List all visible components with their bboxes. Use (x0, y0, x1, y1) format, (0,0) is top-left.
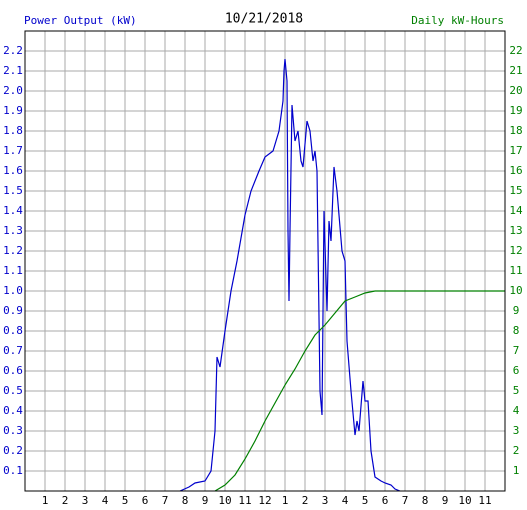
x-tick-label: 4 (342, 494, 349, 507)
y-tick-label: 0.6 (3, 364, 23, 377)
y-tick-label: 0.5 (3, 384, 23, 397)
x-tick-label: 9 (202, 494, 209, 507)
y-tick-label: 2.2 (3, 44, 23, 57)
y-tick-label: 0.2 (3, 444, 23, 457)
x-tick-label: 9 (442, 494, 449, 507)
y2-tick-label: 20 (509, 84, 522, 97)
y-tick-label: 0.8 (3, 324, 23, 337)
y2-tick-label: 12 (509, 244, 522, 257)
y-tick-label: 2.0 (3, 84, 23, 97)
y-tick-label: 1.4 (3, 204, 23, 217)
y2-tick-label: 19 (509, 104, 522, 117)
y-tick-label: 0.3 (3, 424, 23, 437)
y2-tick-label: 21 (509, 64, 522, 77)
y2-tick-label: 22 (509, 44, 522, 57)
chart-title: 10/21/2018 (225, 12, 303, 27)
x-tick-label: 1 (42, 494, 49, 507)
y-tick-label: 1.3 (3, 224, 23, 237)
series-line (179, 58, 401, 492)
y2-axis-label: Daily kW-Hours (411, 14, 504, 27)
plot (179, 58, 505, 492)
y2-tick-label: 8 (513, 324, 520, 337)
y2-tick-label: 9 (513, 304, 520, 317)
x-tick-label: 10 (458, 494, 471, 507)
y2-tick-label: 10 (509, 284, 522, 297)
x-tick-label: 5 (362, 494, 369, 507)
x-tick-label: 5 (122, 494, 129, 507)
x-tick-label: 2 (302, 494, 309, 507)
x-tick-label: 8 (422, 494, 429, 507)
y-axis-label: Power Output (kW) (24, 14, 137, 27)
x-tick-label: 8 (182, 494, 189, 507)
y2-tick-label: 15 (509, 184, 522, 197)
x-tick-label: 7 (162, 494, 169, 507)
x-tick-label: 11 (238, 494, 251, 507)
y-tick-label: 1.2 (3, 244, 23, 257)
x-tick-label: 7 (402, 494, 409, 507)
y2-tick-label: 7 (513, 344, 520, 357)
y2-tick-label: 16 (509, 164, 522, 177)
x-tick-label: 10 (218, 494, 231, 507)
y2-tick-label: 13 (509, 224, 522, 237)
series-line (214, 290, 505, 492)
x-tick-label: 1 (282, 494, 289, 507)
y2-tick-label: 3 (513, 424, 520, 437)
y-tick-label: 1.7 (3, 144, 23, 157)
y2-tick-label: 5 (513, 384, 520, 397)
x-tick-label: 11 (478, 494, 491, 507)
y-tick-label: 1.6 (3, 164, 23, 177)
y2-tick-label: 4 (513, 404, 520, 417)
y-tick-label: 1.0 (3, 284, 23, 297)
x-tick-label: 6 (142, 494, 149, 507)
x-tick-label: 2 (62, 494, 69, 507)
y2-tick-label: 18 (509, 124, 522, 137)
y-tick-label: 0.9 (3, 304, 23, 317)
y-tick-label: 0.1 (3, 464, 23, 477)
grid (25, 31, 505, 491)
x-tick-label: 3 (322, 494, 329, 507)
y-tick-label: 0.4 (3, 404, 23, 417)
y-tick-label: 1.1 (3, 264, 23, 277)
y-tick-label: 1.5 (3, 184, 23, 197)
y2-tick-label: 2 (513, 444, 520, 457)
y-tick-label: 2.1 (3, 64, 23, 77)
y-tick-label: 1.8 (3, 124, 23, 137)
y-tick-label: 1.9 (3, 104, 23, 117)
x-tick-label: 4 (102, 494, 109, 507)
x-tick-label: 6 (382, 494, 389, 507)
y2-tick-label: 17 (509, 144, 522, 157)
plot-border (24, 30, 506, 492)
x-tick-label: 3 (82, 494, 89, 507)
x-tick-label: 12 (258, 494, 271, 507)
y2-tick-label: 11 (509, 264, 522, 277)
y2-tick-label: 1 (513, 464, 520, 477)
y2-tick-label: 6 (513, 364, 520, 377)
y-tick-label: 0.7 (3, 344, 23, 357)
y2-tick-label: 14 (509, 204, 523, 217)
